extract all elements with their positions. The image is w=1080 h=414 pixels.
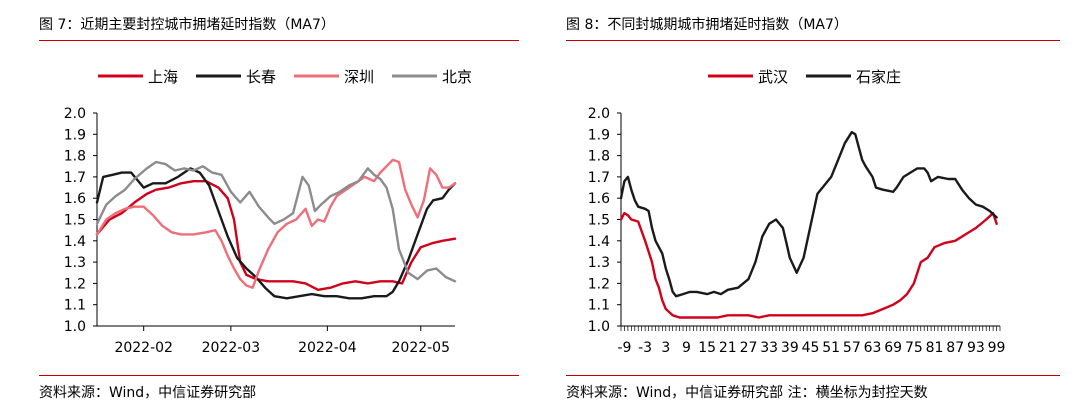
series-line-4 [95, 160, 457, 283]
y-tick-label: 1.0 [64, 319, 86, 335]
legend-label: 上海 [148, 68, 178, 86]
x-tick-label: 27 [740, 340, 758, 356]
x-tick-label: 2022-05 [392, 340, 451, 356]
y-tick-label: 1.6 [588, 191, 610, 207]
legend-label: 北京 [442, 68, 472, 86]
y-tick-label: 1.2 [588, 276, 610, 292]
y-tick-label: 1.2 [64, 276, 86, 292]
x-tick-label: -9 [617, 340, 631, 356]
legend-label: 深圳 [344, 68, 374, 86]
y-tick-label: 1.7 [64, 170, 86, 186]
y-tick-label: 1.8 [64, 149, 86, 165]
y-tick-label: 1.9 [588, 127, 610, 143]
figure-8-panel: 图 8：不同封城期城市拥堵延时指数（MA7） 1.0 1.1 1.2 1.3 1.4 1.… [540, 0, 1080, 414]
y-tick-label: 1.1 [588, 298, 610, 314]
x-tick-label: 39 [781, 340, 799, 356]
y-tick-label: 2.0 [588, 106, 610, 122]
x-tick-label: 87 [946, 340, 964, 356]
x-tick-label: 33 [760, 340, 778, 356]
figure-7-top-rule [39, 40, 519, 41]
figure-8-chart: 1.01.11.21.31.41.51.61.71.81.92.0-9 -3 3 9 1… [588, 68, 1006, 356]
x-tick-label: 99 [988, 340, 1006, 356]
figure-8-bottom-rule [566, 375, 1060, 376]
y-tick-label: 1.4 [588, 234, 610, 250]
figure-7-chart: 1.0 1.1 1.2 1.3 1.4 1.5 1.6 1.7 1.8 1.9 2.0 2022-02… [64, 68, 472, 356]
y-tick-label: 1.4 [64, 234, 86, 250]
x-tick-label: 45 [802, 340, 820, 356]
x-tick-label: 2022-02 [114, 340, 173, 356]
x-tick-label: 3 [661, 340, 670, 356]
series-line-2 [619, 130, 998, 298]
series-line-1 [619, 211, 998, 319]
y-tick-label: 1.7 [588, 170, 610, 186]
x-tick-label: 69 [884, 340, 902, 356]
series-line-2 [95, 167, 457, 300]
series-line-3 [95, 158, 457, 289]
x-tick-label: 51 [822, 340, 840, 356]
x-tick-label: 63 [864, 340, 882, 356]
x-tick-label: -3 [638, 340, 652, 356]
x-tick-label: 93 [967, 340, 985, 356]
y-tick-label: 1.1 [64, 298, 86, 314]
figure-8-title: 图 8：不同封城期城市拥堵延时指数（MA7） [566, 17, 848, 33]
legend-label: 长春 [246, 68, 276, 86]
y-tick-label: 1.5 [64, 213, 86, 229]
y-tick-label: 1.9 [64, 127, 86, 143]
y-tick-label: 1.0 [588, 319, 610, 335]
x-tick-label: 75 [905, 340, 923, 356]
x-tick-label: 15 [698, 340, 716, 356]
y-tick-label: 1.3 [588, 255, 610, 271]
legend-label: 武汉 [758, 68, 788, 86]
y-tick-label: 1.6 [64, 191, 86, 207]
figure-7-title: 图 7：近期主要封控城市拥堵延时指数（MA7） [39, 17, 335, 33]
x-tick-label: 2022-03 [202, 340, 261, 356]
x-tick-label: 21 [719, 340, 737, 356]
figure-8-source: 资料来源：Wind，中信证券研究部 注：横坐标为封控天数 [566, 385, 928, 401]
figure-7-panel: 图 7：近期主要封控城市拥堵延时指数（MA7） 1.0 1.1 1.2 1.3 1.4 1… [39, 17, 519, 401]
figure-7-bottom-rule [39, 375, 519, 376]
x-tick-label: 2022-04 [298, 340, 357, 356]
legend-label: 石家庄 [856, 68, 901, 86]
y-tick-label: 1.8 [588, 149, 610, 165]
y-tick-label: 1.3 [64, 255, 86, 271]
x-tick-label: 9 [682, 340, 691, 356]
y-tick-label: 1.5 [588, 213, 610, 229]
x-tick-label: 81 [926, 340, 944, 356]
figure-7-source: 资料来源：Wind，中信证券研究部 [39, 385, 257, 401]
x-tick-label: 57 [843, 340, 861, 356]
y-tick-label: 2.0 [64, 106, 86, 122]
figure-8-top-rule [566, 40, 1060, 41]
